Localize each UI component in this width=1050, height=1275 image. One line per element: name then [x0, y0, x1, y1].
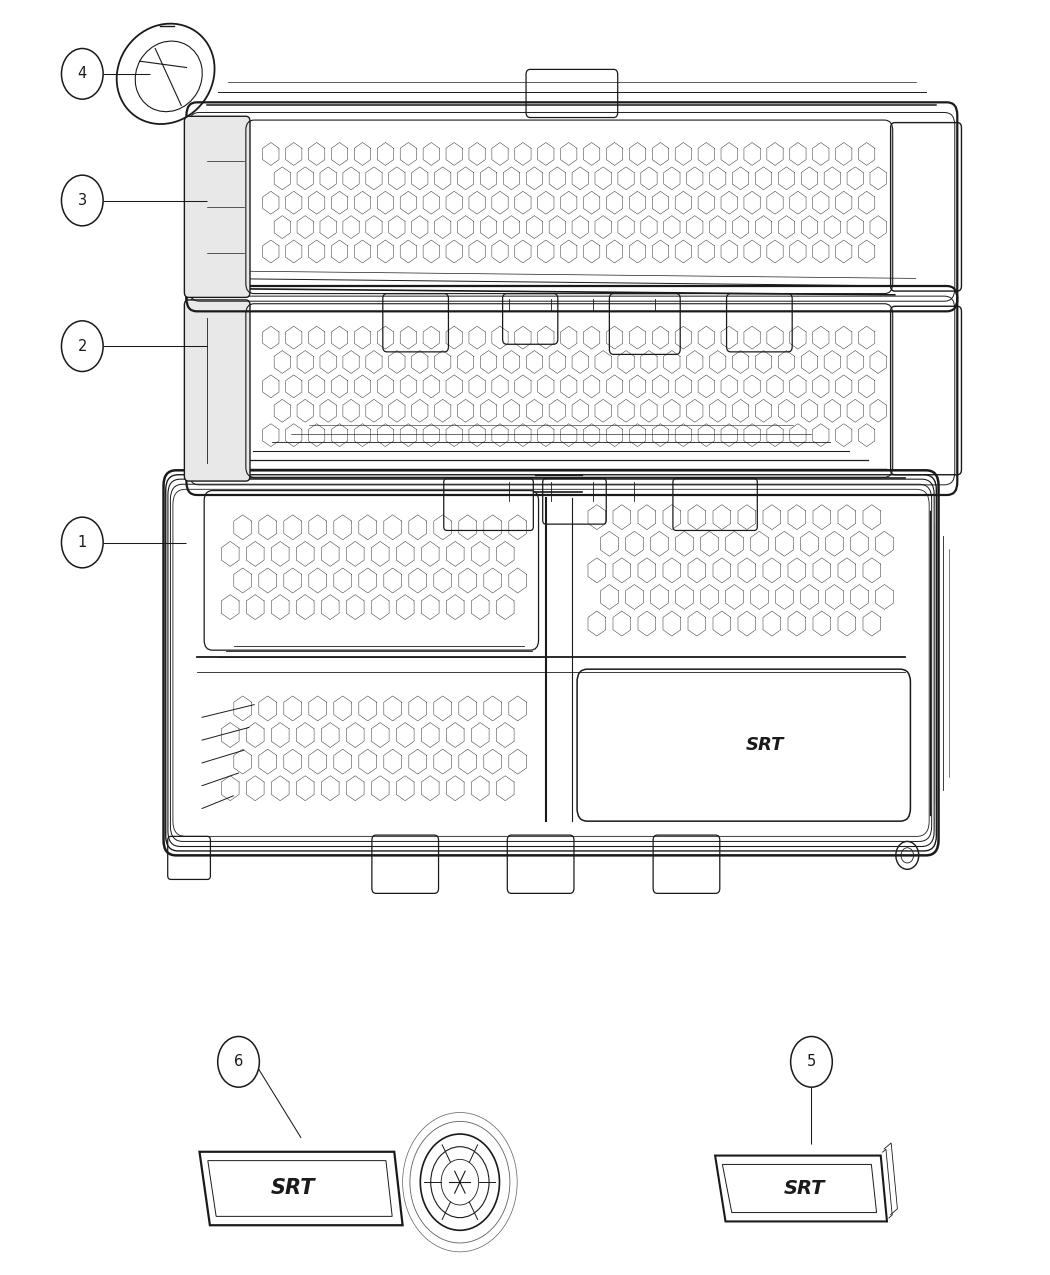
Circle shape [217, 1037, 259, 1088]
Text: 4: 4 [78, 66, 87, 82]
FancyBboxPatch shape [578, 669, 910, 821]
Circle shape [62, 321, 103, 371]
Circle shape [791, 1037, 833, 1088]
Text: 6: 6 [234, 1054, 244, 1070]
Circle shape [62, 48, 103, 99]
Circle shape [62, 175, 103, 226]
FancyBboxPatch shape [185, 300, 250, 481]
Text: SRT: SRT [271, 1178, 315, 1198]
Circle shape [62, 518, 103, 567]
Text: 1: 1 [78, 536, 87, 550]
Text: SRT: SRT [746, 736, 783, 755]
FancyBboxPatch shape [185, 116, 250, 297]
Text: 3: 3 [78, 193, 87, 208]
Text: SRT: SRT [783, 1179, 825, 1198]
Text: 2: 2 [78, 339, 87, 353]
Text: 5: 5 [806, 1054, 816, 1070]
